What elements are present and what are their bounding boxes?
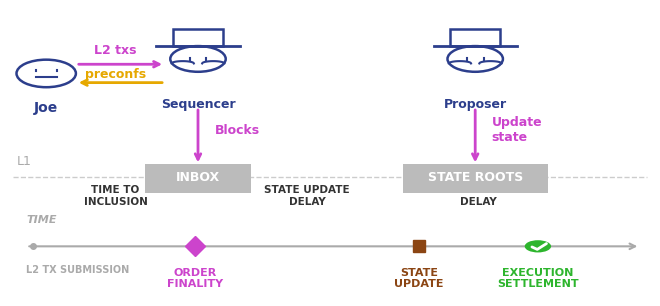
Text: TIME TO
INCLUSION: TIME TO INCLUSION (84, 185, 147, 207)
Text: Update
state: Update state (492, 116, 543, 144)
Text: Blocks: Blocks (214, 124, 259, 136)
Text: Joe: Joe (34, 101, 58, 115)
Text: TIME: TIME (26, 215, 57, 225)
Circle shape (525, 240, 551, 252)
Text: ORDER
FINALITY: ORDER FINALITY (166, 268, 223, 289)
Text: Proposer: Proposer (444, 98, 507, 111)
Text: INBOX: INBOX (176, 171, 220, 184)
Text: EXECUTION
SETTLEMENT: EXECUTION SETTLEMENT (497, 268, 579, 289)
Text: STATE
UPDATE: STATE UPDATE (395, 268, 444, 289)
Text: STATE ROOTS: STATE ROOTS (428, 171, 523, 184)
Text: EXECUTION
DELAY: EXECUTION DELAY (445, 185, 512, 207)
FancyBboxPatch shape (145, 164, 251, 193)
Text: STATE UPDATE
DELAY: STATE UPDATE DELAY (264, 185, 350, 207)
Text: L2 txs: L2 txs (94, 44, 137, 57)
Text: preconfs: preconfs (85, 68, 146, 81)
Text: Sequencer: Sequencer (160, 98, 236, 111)
FancyBboxPatch shape (403, 164, 548, 193)
Text: L1: L1 (16, 155, 32, 168)
Text: L2 TX SUBMISSION: L2 TX SUBMISSION (26, 265, 129, 275)
